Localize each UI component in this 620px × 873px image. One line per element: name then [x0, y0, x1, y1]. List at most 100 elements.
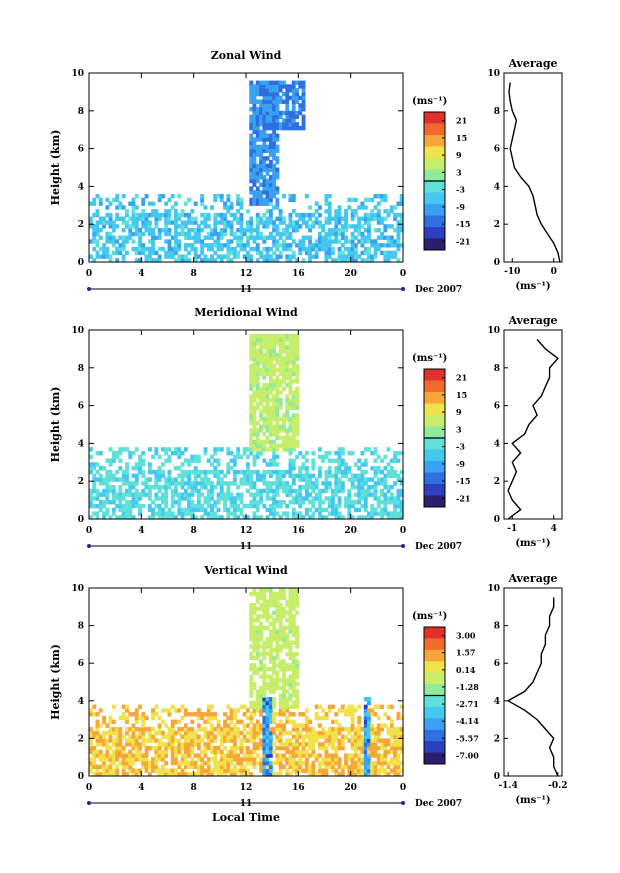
heatmap-cell: [111, 772, 116, 777]
heatmap-cell: [311, 243, 316, 248]
heatmap-cell: [210, 469, 214, 475]
heatmap-cell: [203, 481, 208, 486]
heatmap-cell: [147, 772, 152, 777]
heatmap-cell: [291, 398, 296, 403]
heatmap-cell: [134, 216, 139, 221]
heatmap-cell: [121, 243, 126, 248]
heatmap-cell: [236, 250, 241, 256]
heatmap-cell: [272, 110, 277, 116]
heatmap-cell: [200, 194, 205, 199]
heatmap-cell: [353, 235, 358, 240]
heatmap-cell: [131, 738, 136, 743]
heatmap-cell: [275, 606, 280, 612]
heatmap-cell: [265, 651, 270, 657]
heatmap-cell: [288, 194, 293, 199]
heatmap-cell: [285, 700, 290, 706]
heatmap-cell: [367, 727, 371, 732]
colorbar-tick-label: 3.00: [456, 631, 476, 641]
heatmap-cell: [314, 254, 319, 259]
heatmap-cell: [324, 764, 329, 770]
day-label: 11: [240, 542, 253, 552]
heatmap-cell: [344, 753, 348, 758]
heatmap-cell: [278, 341, 283, 346]
heatmap-cell: [164, 503, 169, 509]
heatmap-cell: [396, 239, 401, 244]
heatmap-cell: [285, 689, 290, 694]
heatmap-cell: [131, 503, 136, 509]
heatmap-cell: [229, 719, 234, 724]
heatmap-cell: [259, 614, 263, 619]
heatmap-cell: [200, 772, 205, 777]
heatmap-cell: [183, 235, 188, 240]
heatmap-cell: [285, 398, 290, 403]
heatmap-cell: [190, 454, 195, 460]
heatmap-cell: [229, 250, 234, 256]
heatmap-cell: [399, 742, 404, 747]
heatmap-cell: [249, 477, 254, 482]
heatmap-cell: [161, 492, 165, 497]
heatmap-cell: [252, 454, 257, 460]
heatmap-cell: [376, 220, 381, 225]
heatmap-cell: [229, 258, 234, 263]
heatmap-cell: [278, 629, 283, 634]
heatmap-cell: [167, 447, 172, 452]
heatmap-cell: [324, 243, 329, 248]
heatmap-cell: [246, 239, 250, 244]
heatmap-cell: [311, 485, 316, 490]
heatmap-cell: [295, 352, 299, 358]
heatmap-cell: [376, 246, 381, 252]
heatmap-cell: [134, 753, 139, 758]
heatmap-cell: [291, 379, 296, 384]
heatmap-cell: [357, 745, 362, 751]
heatmap-cell: [389, 205, 394, 210]
heatmap-cell: [255, 216, 260, 221]
heatmap-cell: [285, 745, 290, 751]
heatmap-cell: [174, 228, 178, 233]
heatmap-cell: [183, 749, 188, 755]
heatmap-cell: [255, 405, 260, 410]
heatmap-cell: [255, 352, 260, 358]
heatmap-cell: [363, 447, 368, 452]
heatmap-cell: [265, 190, 270, 195]
heatmap-cell: [223, 503, 227, 509]
heatmap-cell: [265, 80, 270, 85]
heatmap-cell: [252, 738, 257, 743]
heatmap-cell: [183, 492, 188, 497]
heatmap-cell: [259, 651, 263, 657]
heatmap-cell: [128, 761, 133, 766]
heatmap-cell: [265, 764, 270, 770]
heatmap-cell: [268, 745, 273, 751]
heatmap-cell: [190, 469, 195, 475]
heatmap-cell: [167, 246, 172, 252]
heatmap-cell: [259, 398, 263, 403]
heatmap-cell: [288, 753, 293, 758]
heatmap-cell: [288, 678, 293, 683]
heatmap-cell: [380, 220, 384, 225]
heatmap-cell: [373, 764, 378, 770]
heatmap-cell: [275, 103, 280, 108]
heatmap-cell: [252, 447, 257, 452]
heatmap-cell: [318, 466, 322, 471]
heatmap-cell: [399, 451, 404, 456]
heatmap-cell: [265, 588, 270, 593]
heatmap-cell: [183, 734, 188, 739]
heatmap-cell: [291, 458, 296, 463]
heatmap-cell: [373, 742, 378, 747]
heatmap-cell: [161, 496, 165, 501]
heatmap-cell: [242, 772, 247, 777]
heatmap-cell: [301, 466, 306, 471]
colorbar-swatch: [424, 369, 445, 381]
heatmap-cell: [187, 742, 191, 747]
heatmap-cell: [102, 224, 106, 229]
heatmap-cell: [98, 503, 103, 509]
heatmap-cell: [190, 719, 195, 724]
heatmap-cell: [272, 333, 277, 339]
heatmap-cell: [259, 689, 263, 694]
heatmap-cell: [252, 663, 257, 668]
heatmap-cell: [226, 753, 231, 758]
heatmap-cell: [383, 723, 388, 728]
heatmap-cell: [242, 481, 247, 486]
heatmap-cell: [291, 337, 296, 342]
heatmap-cell: [259, 606, 263, 612]
heatmap-cell: [125, 481, 129, 486]
